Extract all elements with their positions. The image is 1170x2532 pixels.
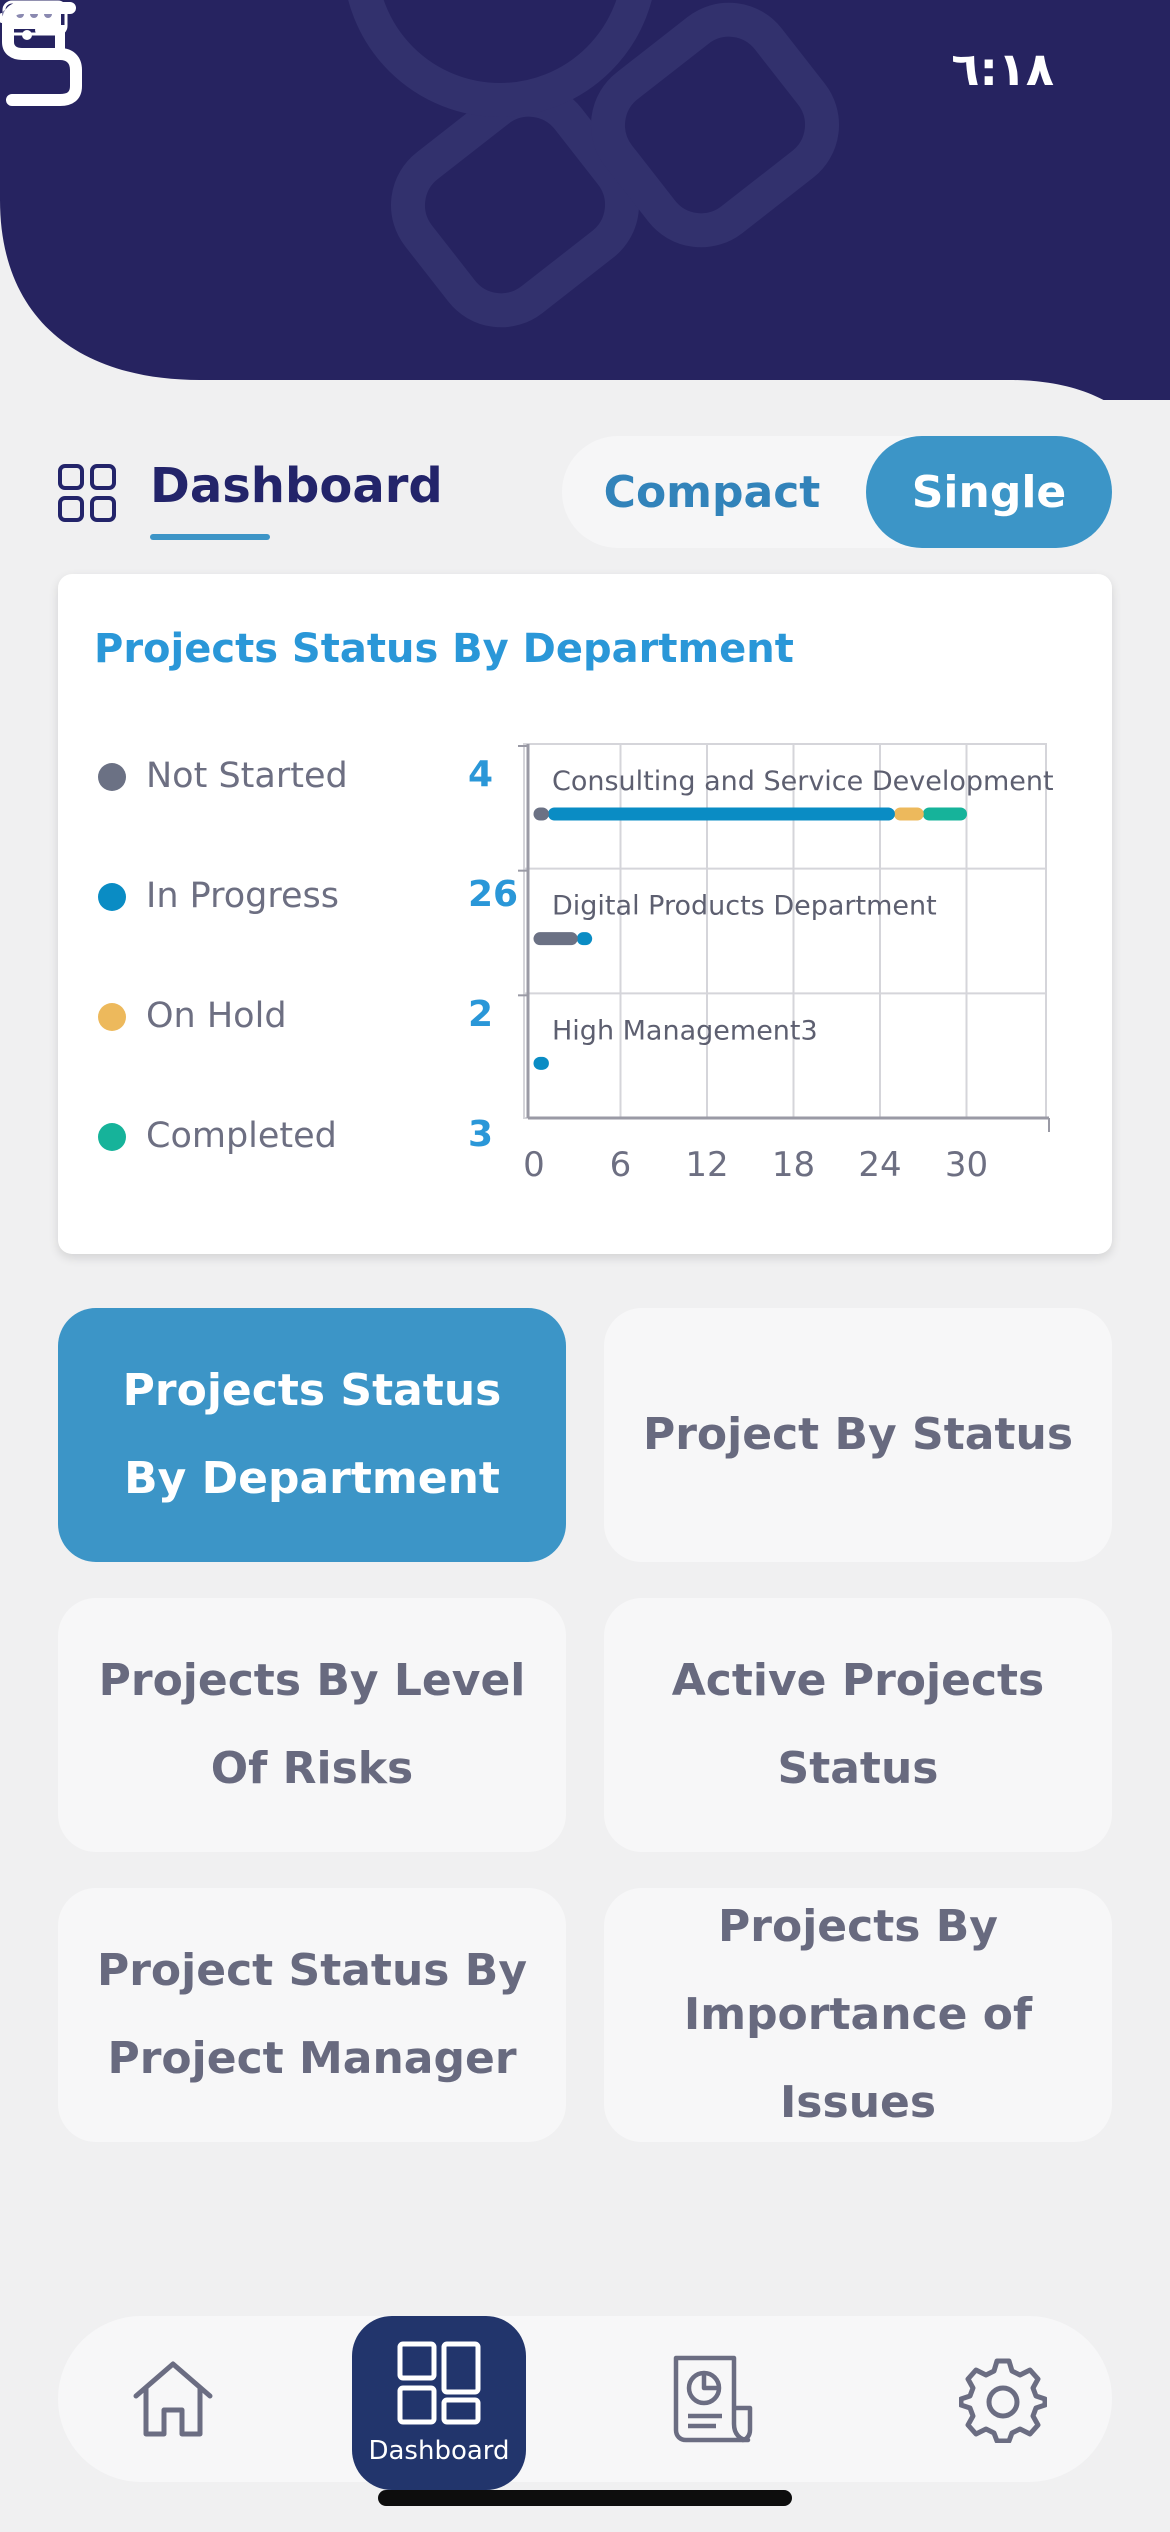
tile-project-by-status[interactable]: Project By Status [604, 1308, 1112, 1562]
x-tick-label: 12 [685, 1145, 728, 1185]
tile-projects-by-level-of-risks[interactable]: Projects By Level Of Risks [58, 1598, 566, 1852]
category-label: Digital Products Department [552, 891, 937, 922]
app-header: ٦:١٨ [0, 0, 1170, 400]
legend-value: 26 [468, 874, 519, 915]
header-background [0, 0, 1170, 400]
home-icon [133, 2361, 213, 2437]
nav-reports[interactable] [638, 2316, 788, 2482]
legend-value: 4 [468, 754, 494, 795]
legend-label: Not Started [146, 756, 348, 796]
x-tick-label: 6 [610, 1145, 632, 1185]
dashboard-grid-icon [58, 464, 116, 522]
tile-active-projects-status[interactable]: Active Projects Status [604, 1598, 1112, 1852]
x-tick-label: 24 [858, 1145, 901, 1185]
x-tick-label: 18 [772, 1145, 815, 1185]
legend-item-in-progress: In Progress 26 [98, 872, 518, 922]
legend-item-on-hold: On Hold 2 [98, 992, 498, 1042]
chart-card: Projects Status By Department Not Starte… [58, 574, 1112, 1254]
chart-title: Projects Status By Department [94, 626, 794, 672]
view-toggle: Compact Single [562, 436, 1112, 548]
dashboard-icon [397, 2341, 481, 2425]
legend-item-completed: Completed 3 [98, 1112, 498, 1162]
home-indicator [378, 2490, 792, 2506]
legend-dot [98, 1003, 126, 1031]
legend-value: 2 [468, 994, 494, 1035]
page-title: Dashboard [150, 458, 443, 514]
legend-dot [98, 1123, 126, 1151]
tile-projects-by-importance-of-issues[interactable]: Projects By Importance of Issues [604, 1888, 1112, 2142]
x-tick-label: 0 [523, 1145, 545, 1185]
compact-view-button[interactable]: Compact [603, 466, 821, 518]
nav-dashboard[interactable]: Dashboard [352, 2316, 526, 2490]
settings-icon [959, 2358, 1047, 2443]
report-icon [673, 2355, 753, 2443]
nav-dashboard-label: Dashboard [368, 2436, 510, 2466]
status-time: ٦:١٨ [951, 42, 1054, 96]
x-tick-label: 30 [945, 1145, 988, 1185]
bottom-nav: Dashboard [58, 2316, 1112, 2490]
nav-settings[interactable] [928, 2316, 1078, 2482]
category-label: High Management3 [552, 1015, 818, 1046]
legend-dot [98, 763, 126, 791]
tile-project-status-by-project-manager[interactable]: Project Status By Project Manager [58, 1888, 566, 2142]
title-underline [150, 534, 270, 540]
single-view-button[interactable]: Single [866, 436, 1112, 548]
legend-label: On Hold [146, 996, 287, 1036]
legend-label: In Progress [146, 876, 339, 916]
app-logo-icon [2, 2, 82, 106]
tile-projects-status-by-department[interactable]: Projects Status By Department [58, 1308, 566, 1562]
plot-frame [523, 743, 1047, 1119]
legend-item-not-started: Not Started 4 [98, 752, 498, 802]
stacked-bar-chart: 0 6 12 18 24 30 Consulting and Service Develop… [518, 743, 1054, 1185]
legend-dot [98, 883, 126, 911]
legend-label: Completed [146, 1116, 337, 1156]
legend-value: 3 [468, 1114, 494, 1155]
nav-home[interactable] [98, 2316, 248, 2482]
category-label: Consulting and Service Development [552, 766, 1054, 797]
